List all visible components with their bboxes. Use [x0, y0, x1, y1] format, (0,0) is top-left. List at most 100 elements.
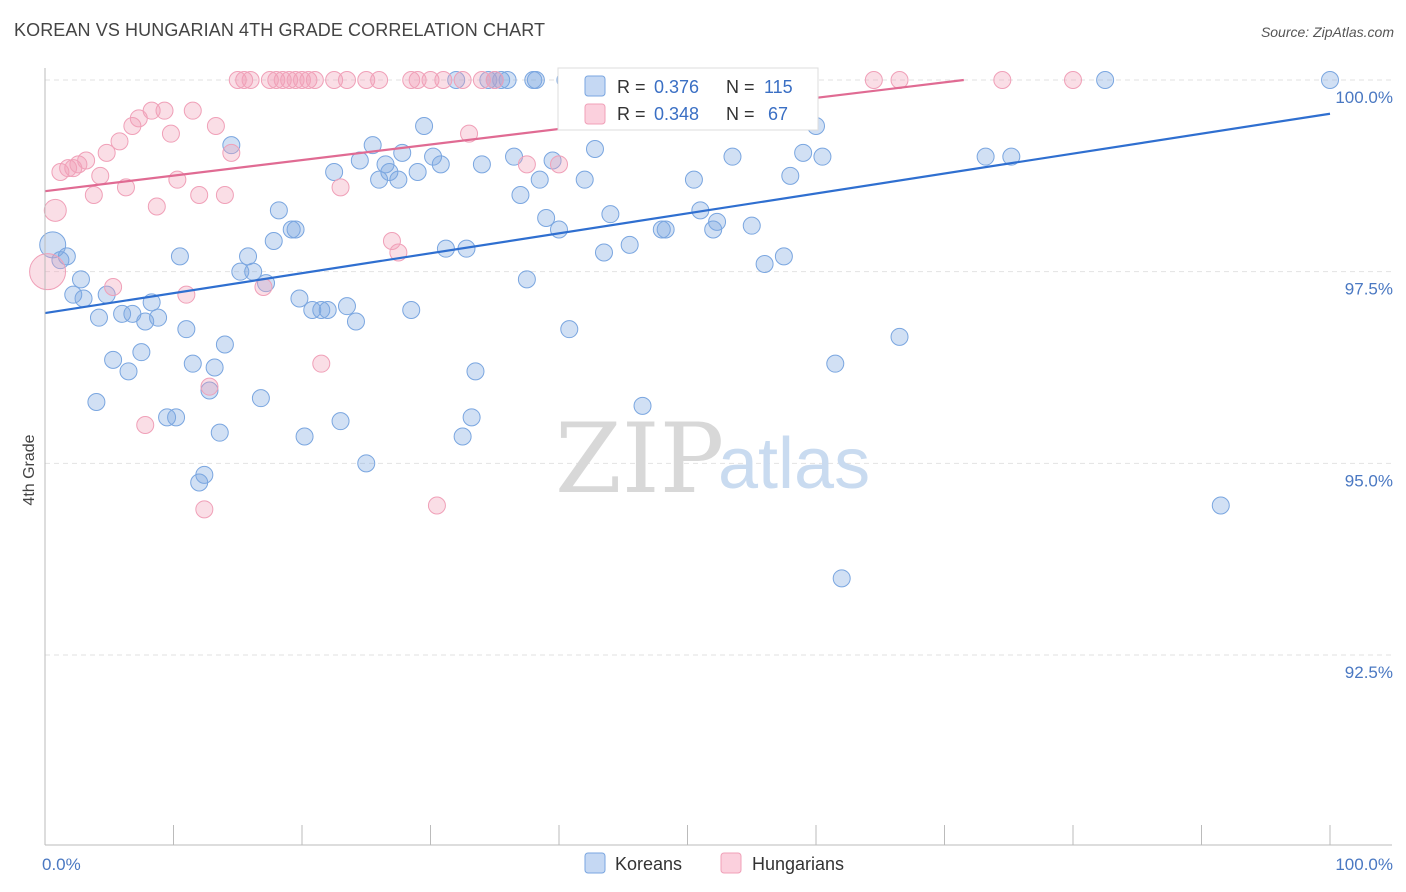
korean-point	[431, 155, 450, 174]
koreans-n-value: 115	[764, 77, 793, 97]
hungarian-point	[110, 132, 129, 151]
korean-point	[167, 408, 186, 427]
korean-point	[723, 147, 742, 166]
legend-hungarians-label: Hungarians	[752, 854, 844, 874]
y-tick-label: 95.0%	[1345, 471, 1393, 490]
korean-point	[200, 381, 219, 400]
korean-point	[119, 362, 138, 381]
korean-point	[976, 147, 995, 166]
hungarian-point	[228, 71, 247, 89]
watermark-zip: ZIP	[555, 403, 724, 515]
hungarian-point	[241, 71, 260, 89]
korean-point	[472, 155, 491, 174]
korean-point	[318, 301, 337, 319]
hungarian-point	[200, 377, 219, 396]
watermark: ZIP atlas	[555, 403, 870, 515]
korean-point	[132, 343, 151, 362]
hungarian-point	[286, 71, 305, 89]
korean-point	[170, 247, 189, 266]
hungarians-n-label: N =	[726, 104, 755, 124]
x-tick-label-min: 0.0%	[42, 855, 81, 874]
hungarian-point	[195, 500, 214, 519]
hungarian-point	[408, 71, 427, 89]
korean-point	[511, 186, 530, 204]
korean-point	[1211, 496, 1230, 515]
hungarian-point	[273, 71, 292, 89]
hungarian-point	[299, 71, 318, 89]
watermark-atlas: atlas	[718, 424, 870, 504]
axis-layer: 100.0% 97.5% 95.0% 92.5% 0.0% 100.0%	[42, 68, 1393, 874]
korean-point	[781, 166, 800, 185]
korean-point	[453, 427, 472, 446]
legend-koreans-label: Koreans	[615, 854, 682, 874]
korean-point	[466, 362, 485, 381]
korean-point	[264, 232, 283, 250]
korean-point	[195, 465, 214, 484]
koreans-swatch	[584, 75, 606, 97]
korean-point	[755, 255, 774, 273]
chart-source: Source: ZipAtlas.com	[1260, 24, 1394, 40]
hungarian-point	[190, 186, 209, 204]
korean-point	[436, 239, 455, 258]
korean-point	[183, 354, 202, 373]
korean-point	[774, 247, 793, 266]
korean-point	[530, 170, 549, 189]
korean-point	[210, 423, 229, 442]
hungarian-point	[43, 198, 67, 222]
hungarian-point	[421, 71, 440, 89]
hungarian-point	[1064, 71, 1082, 89]
korean-point	[1321, 71, 1339, 89]
korean-point	[492, 71, 511, 89]
korean-point	[620, 235, 639, 254]
korean-point	[462, 408, 481, 427]
hungarian-point	[485, 71, 504, 89]
korean-point	[708, 212, 727, 231]
hungarian-point	[84, 186, 103, 204]
korean-point	[517, 270, 536, 289]
hungarian-point	[460, 124, 479, 143]
korean-point	[526, 71, 545, 89]
hungarian-point	[91, 166, 110, 185]
korean-point	[652, 220, 671, 239]
hungarian-point	[370, 71, 389, 89]
korean-point	[550, 220, 568, 239]
korean-point	[357, 454, 376, 473]
hungarian-point	[59, 159, 78, 178]
stats-legend: R = 0.376 N = 115 R = 0.348 N = 67	[557, 67, 819, 131]
hungarian-point	[325, 71, 344, 89]
korean-point	[104, 350, 123, 369]
hungarian-point	[123, 117, 142, 135]
hungarians-r-value: 0.348	[654, 104, 699, 124]
hungarian-point	[382, 232, 401, 250]
korean-point	[325, 163, 344, 181]
hungarian-point	[260, 71, 279, 89]
korean-point	[402, 301, 421, 319]
korean-point	[87, 393, 106, 411]
hungarian-point	[357, 71, 376, 89]
korean-point	[684, 170, 703, 189]
y-tick-label: 97.5%	[1345, 280, 1393, 299]
hungarian-point	[293, 71, 311, 89]
hungarian-point	[453, 71, 472, 89]
korean-point	[269, 201, 288, 220]
korean-point	[380, 163, 399, 181]
hungarian-point	[550, 155, 568, 174]
korean-point	[424, 147, 443, 166]
koreans-r-label: R =	[617, 77, 646, 97]
korean-point	[794, 143, 813, 162]
korean-point	[890, 327, 909, 346]
y-axis-label: 4th Grade	[21, 434, 38, 505]
korean-point	[1002, 147, 1021, 166]
korean-point	[363, 136, 382, 155]
hungarian-point	[305, 71, 324, 89]
hungarian-point	[147, 197, 166, 216]
korean-point	[826, 354, 845, 373]
hungarian-point	[434, 71, 453, 89]
hungarian-point	[331, 178, 350, 197]
hungarian-point	[864, 71, 883, 89]
korean-point	[149, 308, 168, 327]
hungarians-r-label: R =	[617, 104, 646, 124]
x-tick-label-max: 100.0%	[1335, 855, 1393, 874]
korean-trend-line	[44, 112, 1331, 315]
y-tick-label: 100.0%	[1335, 88, 1393, 107]
